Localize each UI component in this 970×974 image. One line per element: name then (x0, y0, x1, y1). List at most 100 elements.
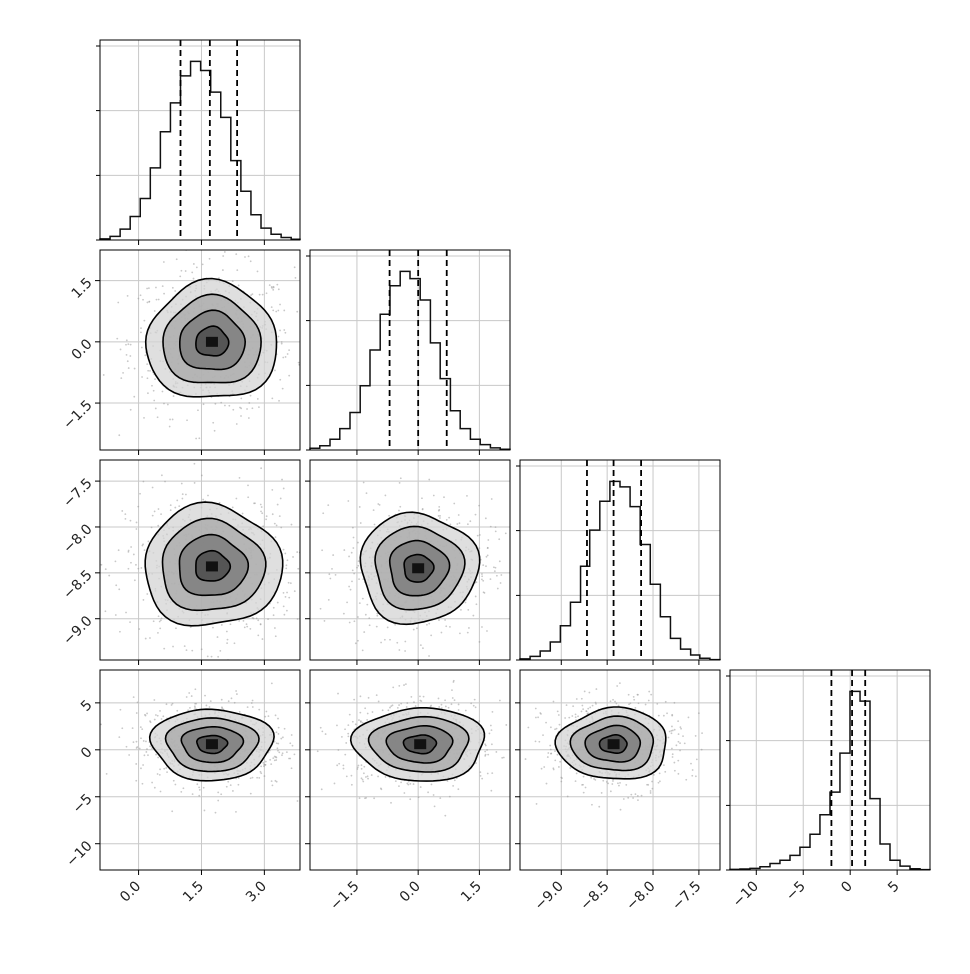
sample-point (248, 455, 250, 457)
sample-point (695, 758, 698, 761)
sample-point (168, 425, 171, 428)
sample-point (225, 630, 228, 633)
sample-point (198, 786, 201, 789)
sample-point (246, 408, 248, 410)
sample-point (361, 597, 364, 600)
sample-point (118, 588, 121, 591)
sample-point (293, 495, 295, 497)
sample-point (554, 728, 556, 731)
sample-point (263, 775, 266, 777)
sample-point (270, 306, 273, 309)
sample-point (189, 626, 192, 629)
sample-point (267, 715, 270, 717)
sample-point (481, 777, 484, 780)
contour-line (569, 715, 655, 772)
sample-point (458, 522, 461, 525)
sample-point (226, 638, 229, 641)
panel-frame (519, 669, 721, 871)
sample-point (398, 704, 400, 706)
sample-point (171, 286, 174, 289)
sample-point (158, 773, 161, 776)
sample-point (142, 480, 145, 483)
sample-point (376, 612, 379, 615)
sample-point (185, 696, 188, 698)
sample-point (201, 263, 204, 266)
histogram-panel-1 (306, 249, 511, 455)
sample-point (336, 764, 339, 767)
sample-point (547, 752, 550, 754)
sample-point (221, 269, 224, 271)
sample-point (273, 759, 276, 762)
x-tick-label: 3.0 (243, 878, 270, 905)
sample-point (371, 711, 374, 713)
sample-point (98, 588, 100, 590)
sample-point (127, 367, 130, 369)
sample-point (432, 794, 435, 796)
sample-point (185, 649, 188, 652)
sample-point (390, 801, 392, 804)
sample-point (651, 780, 653, 783)
sample-point (261, 638, 264, 640)
sample-point (526, 581, 528, 583)
sample-point (364, 776, 367, 778)
sample-point (489, 525, 492, 528)
sample-point (646, 783, 648, 786)
sample-point (276, 503, 279, 506)
sample-point (282, 487, 285, 490)
sample-point (453, 699, 456, 702)
sample-point (446, 780, 449, 782)
histogram-frame-0 (99, 39, 301, 241)
sample-point (258, 406, 260, 409)
sample-point (359, 711, 362, 714)
sample-point (439, 514, 441, 517)
sample-point (612, 780, 614, 782)
sample-point (262, 525, 265, 528)
sample-point (581, 704, 584, 707)
y-tick-label: 0 (78, 744, 96, 762)
sample-point (276, 747, 279, 750)
sample-point (149, 720, 151, 723)
sample-point (273, 627, 276, 629)
sample-point (485, 555, 488, 558)
sample-point (144, 637, 147, 640)
sample-point (490, 789, 493, 792)
sample-point (238, 477, 241, 479)
sample-point (459, 632, 461, 635)
sample-point (156, 714, 159, 717)
x-tick-label: 0 (838, 878, 856, 896)
sample-point (127, 567, 130, 570)
sample-point (409, 782, 412, 785)
x-tick-label: 1.5 (180, 878, 207, 905)
sample-point (289, 582, 292, 585)
sample-point (636, 794, 639, 797)
sample-point (357, 639, 359, 642)
sample-point (337, 692, 339, 695)
sample-point (135, 747, 138, 749)
sample-point (664, 770, 667, 773)
histogram-step-0 (99, 60, 301, 241)
density-peak (205, 561, 218, 572)
sample-point (270, 286, 273, 288)
sample-point (141, 376, 143, 378)
sample-point (216, 636, 219, 638)
sample-point (364, 613, 367, 616)
sample-point (498, 560, 501, 563)
sample-point (297, 361, 300, 364)
sample-point (157, 298, 160, 301)
sample-point (274, 369, 276, 372)
sample-point (694, 735, 697, 737)
sample-point (122, 371, 124, 374)
sample-point (251, 407, 254, 410)
sample-point (277, 726, 280, 729)
sample-point (505, 724, 508, 726)
sample-point (274, 714, 277, 717)
sample-point (430, 634, 433, 637)
sample-point (144, 713, 146, 716)
sample-point (200, 648, 203, 651)
sample-point (658, 772, 661, 775)
sample-point (412, 783, 415, 785)
sample-point (153, 510, 156, 513)
density-peak (607, 739, 620, 750)
sample-point (583, 690, 586, 693)
sample-point (267, 618, 269, 621)
